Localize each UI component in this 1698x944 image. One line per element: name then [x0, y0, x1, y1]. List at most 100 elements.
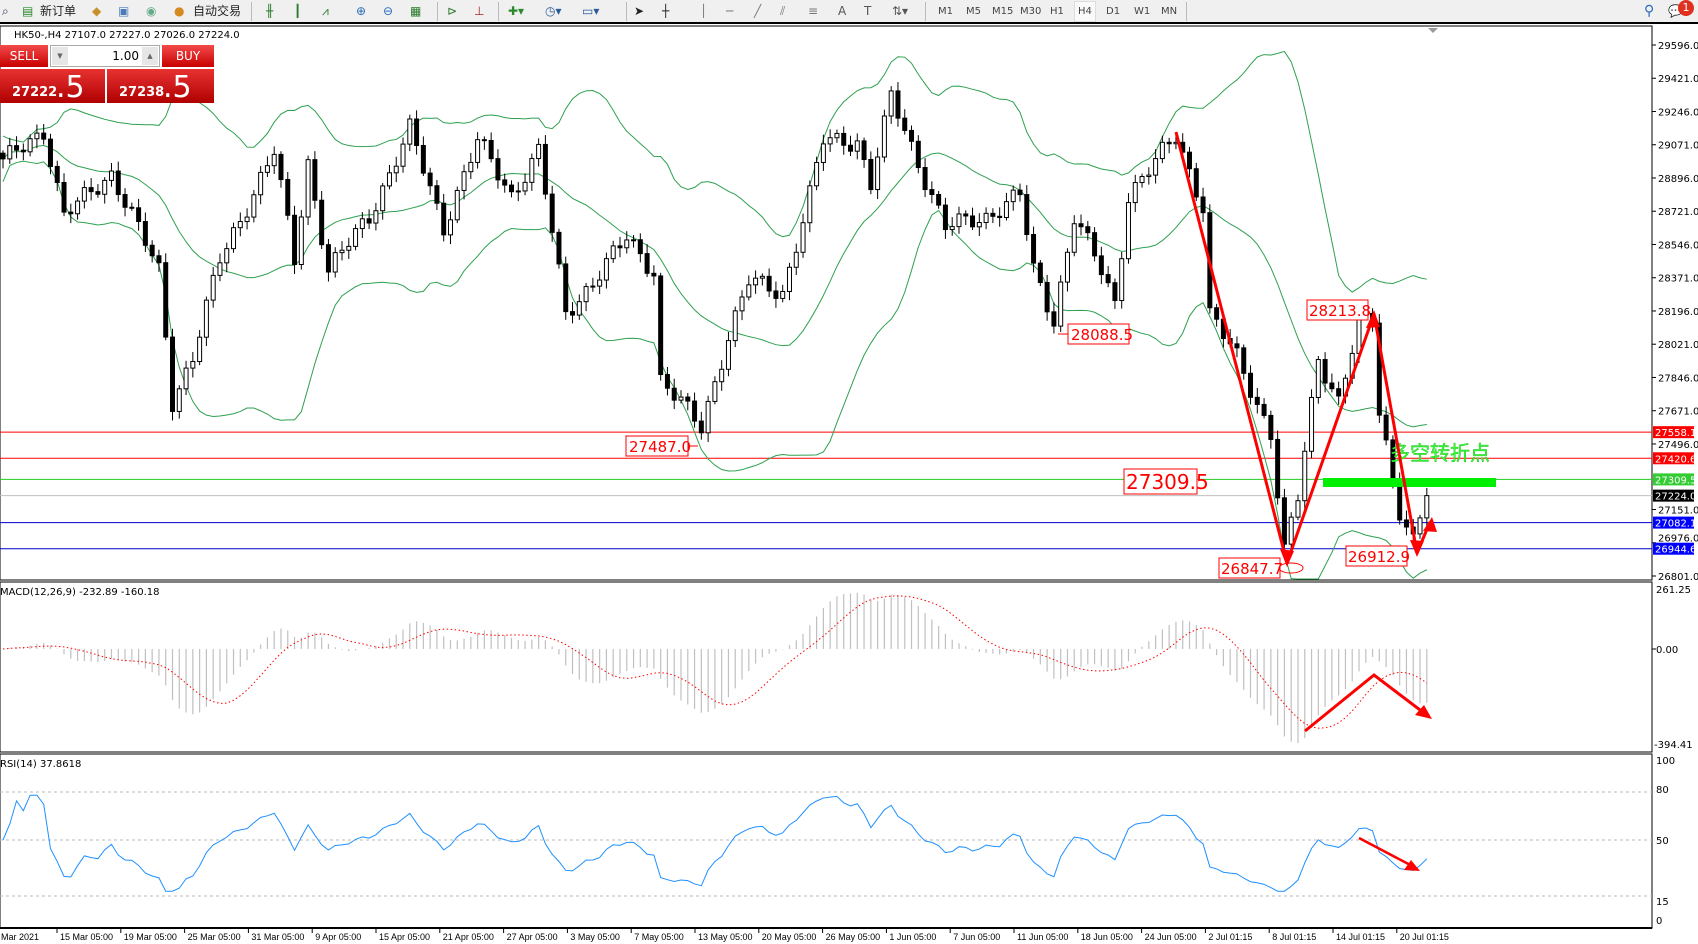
bar-chart-icon[interactable]: ╫	[266, 4, 274, 18]
macd-pane[interactable]	[0, 581, 1653, 753]
auto-trading-button[interactable]: 自动交易	[193, 4, 242, 18]
crosshair-icon[interactable]: ┼	[662, 4, 670, 18]
buy-price-box[interactable]: 27238 .5	[107, 69, 214, 105]
candle-bull	[725, 340, 731, 370]
candle-bull	[875, 156, 881, 191]
text-icon[interactable]: A	[838, 4, 847, 18]
volume-decrease-button[interactable]: ▼	[52, 47, 68, 65]
sell-price-box[interactable]: 27222 .5	[0, 69, 105, 105]
candle-bear	[570, 311, 576, 316]
horizontal-line-icon[interactable]: ─	[726, 4, 734, 18]
rsi-pane[interactable]	[0, 753, 1653, 929]
line-chart-icon[interactable]: ⩘	[322, 4, 329, 18]
candle-bear	[47, 138, 53, 167]
candle-bear	[325, 244, 331, 273]
volume-input[interactable]	[69, 47, 139, 65]
price-label-box[interactable]	[1345, 545, 1408, 567]
data-window-icon[interactable]: ▣	[118, 4, 130, 18]
price-label-box[interactable]	[1306, 299, 1369, 321]
timeframe-mn[interactable]: MN	[1161, 6, 1178, 17]
sell-price-main: 27222	[12, 85, 58, 100]
candle-bull	[1315, 359, 1321, 398]
level-price-label: 27558.1	[1655, 428, 1696, 439]
candle-bull	[678, 396, 684, 401]
templates-icon[interactable]: ▭▾	[582, 4, 600, 18]
auto-trading-icon[interactable]: ●	[174, 4, 185, 18]
navigator-icon[interactable]: ◉	[146, 4, 157, 18]
price-label-box[interactable]	[1067, 323, 1130, 345]
new-order-button[interactable]: 新订单	[40, 4, 77, 18]
vertical-line-icon[interactable]: │	[700, 4, 708, 18]
market-watch-icon[interactable]: ◆	[92, 4, 102, 18]
time-tick-label: 1 Jun 05:00	[889, 932, 936, 942]
indicators-icon[interactable]: ✚▾	[508, 4, 525, 18]
zoom-in-icon[interactable]: ⊕	[356, 4, 367, 18]
time-tick-label: 15 Mar 05:00	[60, 932, 113, 942]
candle-bull	[468, 161, 474, 173]
timeframe-m1[interactable]: M1	[938, 6, 953, 17]
candle-bull	[190, 361, 196, 369]
arrow-head-icon	[1410, 540, 1424, 557]
tile-windows-icon[interactable]: ▦	[410, 4, 422, 18]
bollinger-bands	[2, 50, 1428, 580]
buy-button[interactable]: BUY	[162, 45, 214, 67]
candle-bull	[339, 249, 345, 254]
price-label-box[interactable]	[625, 435, 689, 457]
buy-price-main: 27238	[119, 85, 165, 100]
turn-point-label: 多空转折点	[1390, 441, 1490, 465]
timeframe-m5[interactable]: M5	[966, 6, 981, 17]
time-tick-label: 26 May 05:00	[826, 932, 881, 942]
candlestick-icon[interactable]: ┃	[294, 4, 302, 18]
search-icon[interactable]: ⚲	[1644, 3, 1655, 19]
candle-bull	[7, 145, 13, 160]
candle-bear	[549, 193, 555, 233]
sell-button[interactable]: SELL	[0, 45, 48, 67]
candle-bull	[1146, 174, 1152, 178]
arrows-icon[interactable]: ⇅▾	[892, 4, 909, 18]
candle-bull	[34, 132, 40, 140]
time-tick-label: 2 Jul 01:15	[1208, 932, 1252, 942]
candle-bear	[1024, 194, 1030, 236]
price-label-box[interactable]	[1218, 557, 1281, 579]
shift-marker-icon[interactable]	[1428, 28, 1438, 33]
candle-bear	[861, 140, 867, 160]
candle-bear	[909, 129, 915, 142]
channel-icon[interactable]: ⫽	[780, 4, 786, 18]
candle-bull	[576, 301, 582, 316]
timeframe-h4[interactable]: H4	[1074, 1, 1096, 22]
candle-bear	[915, 140, 921, 169]
timeframe-d1[interactable]: D1	[1106, 6, 1121, 17]
annotations[interactable]: 28088.5 27487.0 27309.5 28213.8 26847.7 …	[625, 131, 1496, 871]
level-price-tag	[1653, 516, 1694, 529]
periods-clock-icon[interactable]: ◷▾	[545, 4, 562, 18]
volume-increase-button[interactable]: ▲	[142, 47, 158, 65]
zoom-out-icon[interactable]: ⊖	[383, 4, 394, 18]
notification-badge[interactable]: 1	[1678, 0, 1694, 16]
toolbar-divider	[1186, 2, 1187, 21]
trendline-icon[interactable]: ╱	[754, 4, 762, 18]
candle-bull	[1159, 141, 1165, 160]
candle-bear	[929, 189, 935, 195]
cursor-icon[interactable]: ➤	[634, 4, 645, 18]
candle-bear	[1336, 388, 1342, 397]
candle-bear	[963, 213, 969, 217]
fibonacci-icon[interactable]: ≡	[808, 4, 819, 18]
candle-bear	[115, 170, 121, 196]
zoom-prev-icon[interactable]: ⌕	[2, 4, 9, 18]
autoscroll-icon[interactable]: ⊥	[474, 4, 485, 18]
text-label-icon[interactable]: T	[864, 4, 872, 18]
macd-title: MACD(12,26,9) -232.89 -160.18	[0, 587, 160, 598]
timeframe-m30[interactable]: M30	[1020, 6, 1042, 17]
price-label-box[interactable]	[1123, 468, 1198, 495]
timeframe-m15[interactable]: M15	[992, 6, 1014, 17]
candle-bear	[319, 199, 325, 246]
timeframe-w1[interactable]: W1	[1134, 6, 1151, 17]
candle-bull	[1288, 516, 1294, 545]
timeframe-h1[interactable]: H1	[1050, 6, 1064, 17]
new-order-icon[interactable]: ▤	[22, 4, 34, 18]
candle-bull	[454, 189, 460, 221]
main-pane[interactable]	[0, 25, 1653, 581]
candle-bull	[956, 213, 962, 228]
chart-shift-icon[interactable]: ⊳	[447, 4, 458, 18]
